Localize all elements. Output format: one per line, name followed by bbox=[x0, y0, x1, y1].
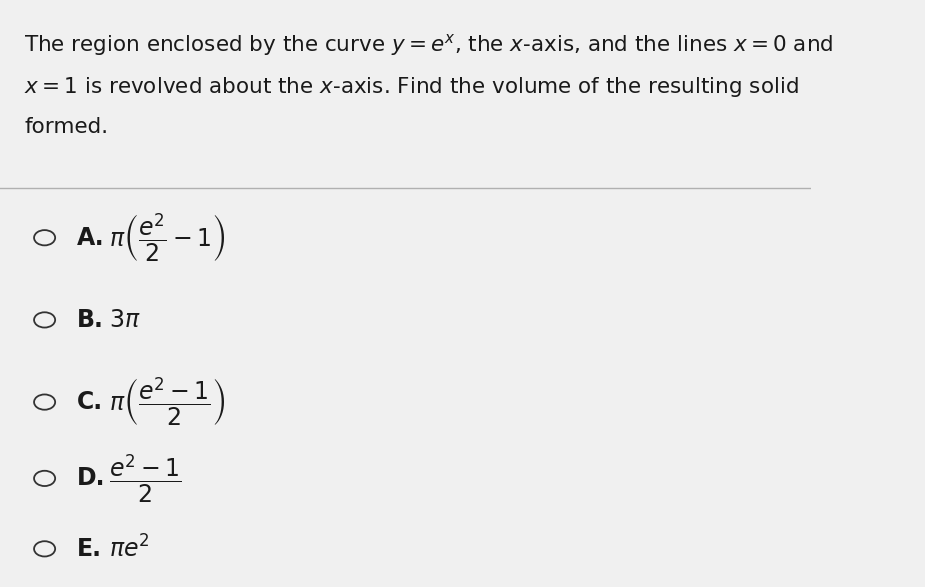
Text: D.: D. bbox=[77, 467, 105, 490]
Text: $\pi e^2$: $\pi e^2$ bbox=[109, 535, 150, 562]
Text: A.: A. bbox=[77, 226, 105, 249]
Text: $\pi \left(\dfrac{e^2}{2} - 1\right)$: $\pi \left(\dfrac{e^2}{2} - 1\right)$ bbox=[109, 211, 227, 264]
Text: $\dfrac{e^2-1}{2}$: $\dfrac{e^2-1}{2}$ bbox=[109, 452, 182, 505]
Text: E.: E. bbox=[77, 537, 102, 561]
Text: C.: C. bbox=[77, 390, 104, 414]
Text: $\pi \left(\dfrac{e^2-1}{2}\right)$: $\pi \left(\dfrac{e^2-1}{2}\right)$ bbox=[109, 376, 227, 429]
Text: B.: B. bbox=[77, 308, 104, 332]
Text: $x = 1$ is revolved about the $x$-axis. Find the volume of the resulting solid: $x = 1$ is revolved about the $x$-axis. … bbox=[24, 75, 799, 99]
Text: formed.: formed. bbox=[24, 117, 108, 137]
Text: $3\pi$: $3\pi$ bbox=[109, 308, 141, 332]
Text: The region enclosed by the curve $y = e^x$, the $x$-axis, and the lines $x = 0$ : The region enclosed by the curve $y = e^… bbox=[24, 32, 833, 58]
